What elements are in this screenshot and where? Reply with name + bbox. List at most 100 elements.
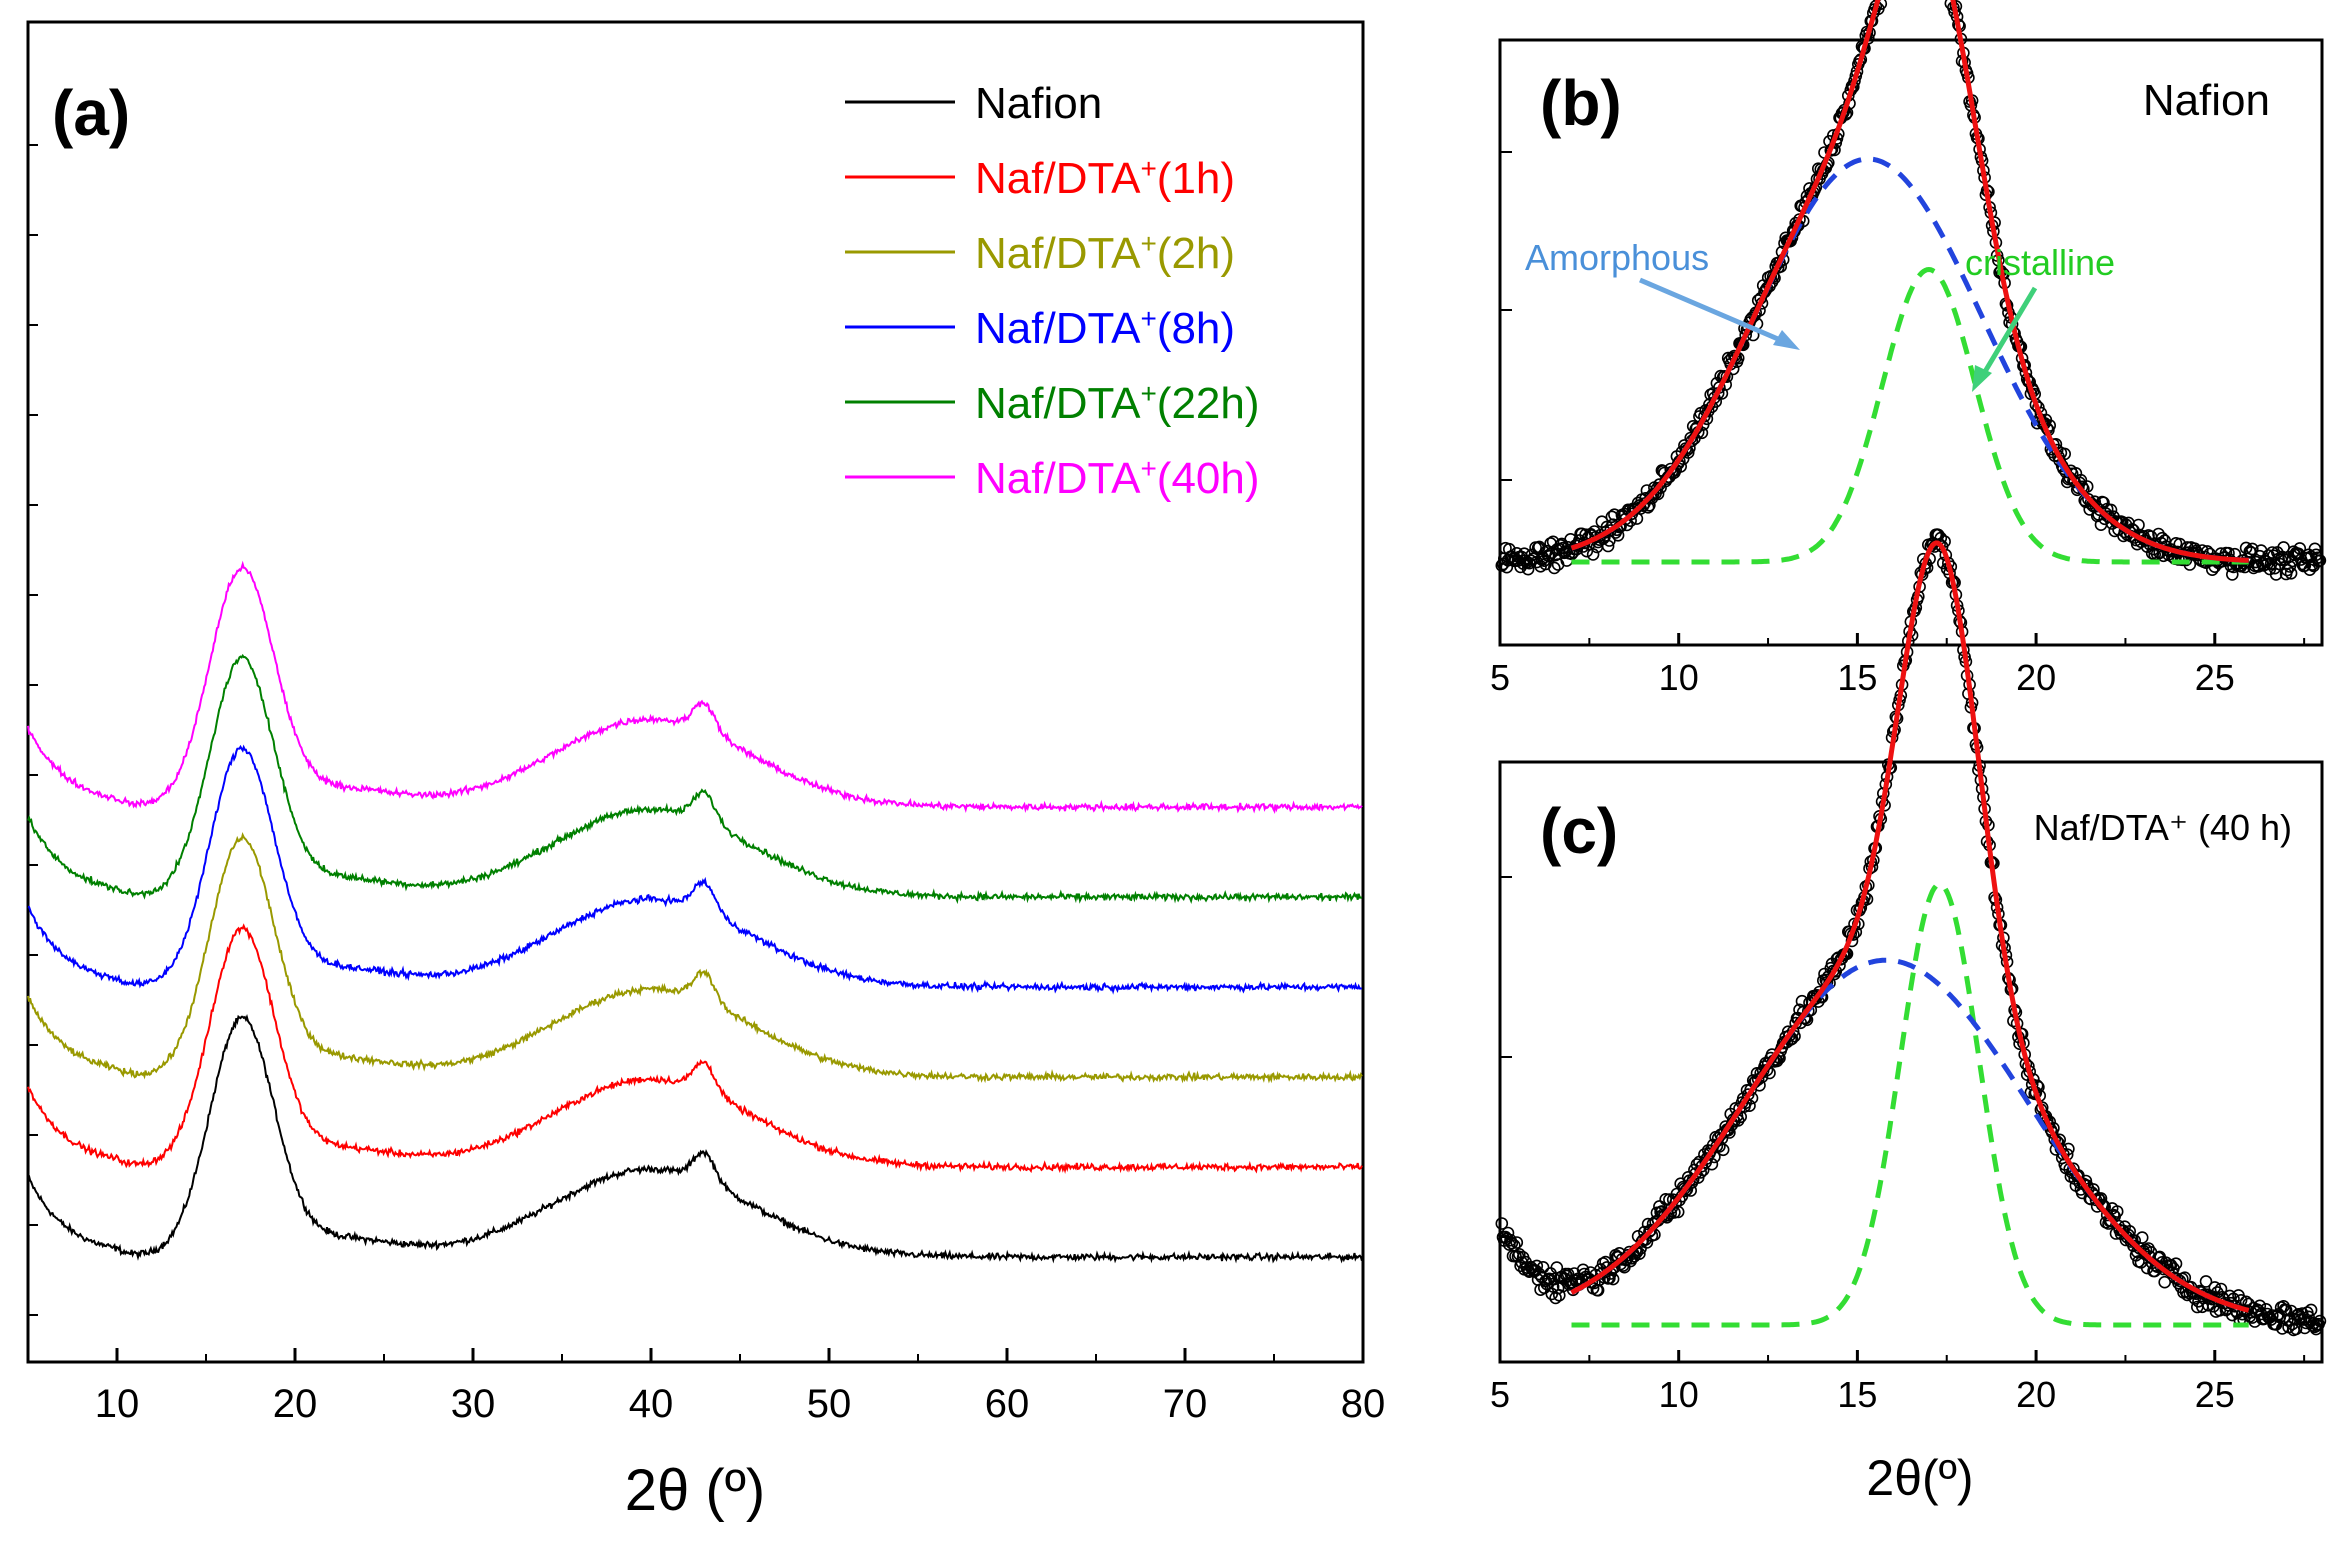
series-line-0 [27,1013,1363,1264]
data-point [1505,1236,1519,1250]
panel-a-series [27,560,1363,1264]
data-point [2253,1299,2267,1313]
panel-a-x-tick-label: 50 [807,1382,852,1426]
data-point [1546,1280,1560,1293]
panel-b-amorphous-arrowhead [1773,330,1800,350]
data-point [1705,1157,1719,1171]
data-point [1611,528,1625,542]
panel-c-title: Naf/DTA⁺ (40 h) [2034,807,2292,848]
data-point [1530,1259,1544,1273]
panel-c-ticks: 5 10 15 20 25 [1490,876,2306,1415]
data-point [1586,548,1600,561]
legend-entry-2: Naf/DTA+(2h) [975,228,1235,279]
data-point [2283,560,2297,573]
data-point [2089,499,2103,513]
x-tick-label: 10 [1659,1374,1699,1415]
legend-superscript: + [1140,303,1156,334]
legend-suffix: (8h) [1157,304,1235,353]
data-point [2202,1299,2215,1312]
data-point [1531,541,1545,555]
data-point [1555,1270,1569,1284]
panel-c-x-axis-title: 2θ(º) [1866,1450,1973,1506]
panel-a-x-tick-label: 80 [1341,1382,1386,1426]
panel-b-cristalline-label: cristalline [1965,242,2115,283]
panel-b-cristalline-arrow-line [1977,286,2038,382]
data-point [1548,561,1561,575]
data-point [2289,1322,2303,1336]
data-point [2313,1314,2327,1328]
crystalline-fit-curve [1571,266,2249,565]
data-point [1606,1272,1620,1286]
data-point [2284,566,2298,580]
x-tick-label: 20 [2016,657,2056,698]
legend-suffix: (1h) [1157,154,1235,203]
data-point [2110,1205,2124,1218]
series-line-5 [27,560,1363,814]
data-point [2313,554,2327,567]
legend-entry-0: Nafion [975,79,1102,128]
data-point [2223,1289,2237,1303]
data-point [2135,1231,2149,1244]
data-point [2104,503,2118,517]
legend-entry-4: Naf/DTA+(22h) [975,378,1260,429]
legend-superscript: + [1140,453,1156,484]
data-point [1546,535,1560,549]
panel-a-x-tick-label: 30 [451,1382,496,1426]
panel-b-amorphous-arrow-line [1639,277,1793,348]
x-tick-label: 25 [2195,1374,2235,1415]
panel-a-legend: Nafion Naf/DTA+(1h) Naf/DTA+(2h) Naf/DTA+(8… [845,79,1260,503]
series-line-3 [27,744,1362,995]
panel-b-data [1495,0,2327,581]
panel-c: 5 10 15 20 25 (c) Naf/DTA⁺ (40 h) 2θ(º) [1490,528,2327,1506]
panel-c-data [1495,528,2327,1337]
panel-b-label: (b) [1540,67,1622,139]
legend-entry-1: Naf/DTA+(1h) [975,153,1235,204]
total-fit-curve [1570,0,2249,563]
legend-suffix: (22h) [1157,379,1260,428]
total-fit-curve [1570,540,2250,1313]
panel-a-x-tick-label: 10 [95,1382,140,1426]
data-point [1633,1247,1646,1260]
data-point [1495,1217,1509,1230]
data-point [2308,542,2322,556]
panel-a-x-axis-title: 2θ (º) [625,1458,765,1523]
data-point [1716,1143,1730,1157]
data-point [1543,549,1556,563]
series-line-1 [27,923,1363,1174]
panel-a-x-tick-label: 60 [985,1382,1030,1426]
panel-a: 10 20 30 40 50 60 70 80 (a) 2θ (º) Nafion Naf/DT… [26,20,1386,1523]
legend-suffix: (2h) [1157,229,1235,278]
legend-superscript: + [1140,153,1156,184]
data-point [1671,1205,1685,1219]
panel-c-label: (c) [1540,795,1618,867]
legend-superscript: + [1140,228,1156,259]
legend-suffix: (40h) [1157,454,1260,503]
data-point [1536,1261,1550,1274]
panel-a-label: (a) [52,77,130,149]
data-point [2199,1275,2213,1288]
data-point [1521,562,1535,576]
data-point [1932,528,1945,542]
panel-b-cristalline-arrowhead [1972,365,1992,392]
x-tick-label: 15 [1837,657,1877,698]
x-tick-label: 20 [2016,1374,2056,1415]
data-point [2158,1275,2171,1289]
data-point [2169,1257,2183,1270]
legend-superscript: + [1140,378,1156,409]
x-tick-label: 25 [2195,657,2235,698]
amorphous-fit-curve [1570,156,2249,563]
panel-c-frame [1498,760,2324,1364]
panel-a-x-ticks: 10 20 30 40 50 60 70 80 [95,1348,1386,1426]
panel-b-amorphous-label: Amorphous [1525,237,1709,278]
x-tick-label: 5 [1490,657,1510,698]
panel-b: 5 10 15 20 25 (b) Nafion Amorphous cristalli… [1490,0,2327,698]
x-tick-label: 5 [1490,1374,1510,1415]
data-point [1601,539,1615,553]
panel-b-ticks: 5 10 15 20 25 [1490,151,2306,698]
data-point [2164,1258,2178,1272]
data-point [1510,1236,1524,1249]
data-point [1608,508,1621,522]
panel-a-x-tick-label: 20 [273,1382,318,1426]
panel-a-x-tick-label: 70 [1163,1382,1208,1426]
legend-entry-3: Naf/DTA+(8h) [975,303,1235,354]
